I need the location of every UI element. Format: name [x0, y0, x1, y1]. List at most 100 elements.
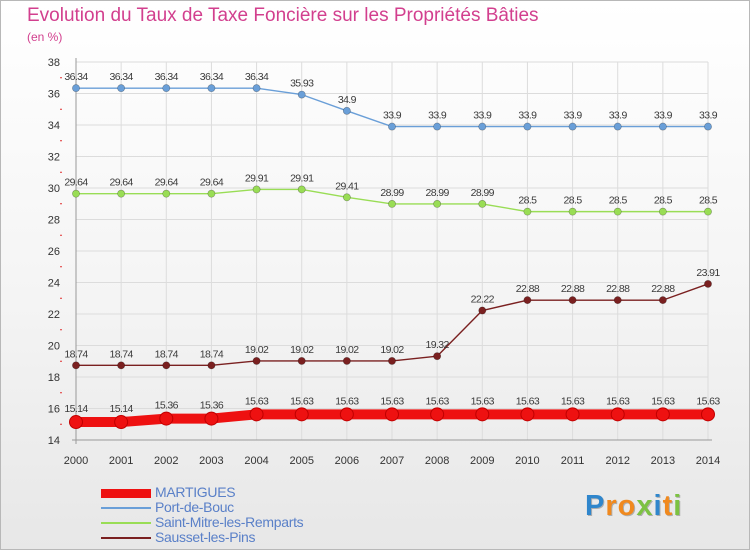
data-label: 29.64: [200, 177, 224, 189]
data-label: 22.88: [516, 283, 540, 295]
y-tick-label: 22: [48, 309, 60, 321]
x-tick-label: 2011: [561, 455, 585, 467]
data-label: 19.02: [380, 344, 404, 356]
x-tick-label: 2010: [515, 455, 539, 467]
data-label: 34.9: [338, 94, 357, 106]
data-label: 15.63: [426, 395, 450, 407]
data-label: 28.5: [699, 195, 718, 207]
y-tick-label: 34: [48, 120, 60, 132]
data-label: 18.74: [110, 348, 134, 360]
data-point: [701, 407, 715, 422]
data-label: 29.64: [155, 177, 179, 189]
y-tick-label: 20: [48, 341, 60, 353]
legend-swatch: [101, 537, 151, 539]
data-point: [523, 207, 532, 216]
x-tick-label: 2005: [289, 455, 313, 467]
data-point: [568, 296, 577, 305]
data-label: 19.02: [335, 344, 359, 356]
data-label: 18.74: [155, 348, 179, 360]
data-point: [162, 84, 171, 93]
data-labels: 36.34 36.34 36.34 36.34 36.34 35.93 34.9 33.9 33…: [64, 71, 721, 415]
x-tick-label: 2006: [335, 455, 359, 467]
data-label: 18.74: [200, 348, 224, 360]
data-label: 22.88: [651, 283, 675, 295]
y-tick-label: 18: [48, 372, 60, 384]
data-point: [433, 122, 442, 131]
data-label: 33.9: [654, 110, 673, 122]
data-label: 15.63: [696, 395, 720, 407]
data-point: [297, 90, 306, 99]
data-point: [207, 189, 216, 198]
logo-letter: o: [617, 490, 637, 522]
legend-item: Port-de-Bouc: [101, 499, 421, 515]
data-point: [72, 361, 80, 370]
logo-letter: i: [673, 490, 683, 522]
data-point: [565, 407, 580, 422]
data-label: 19.32: [426, 339, 450, 351]
y-tick-label: 26: [48, 246, 60, 258]
data-point: [704, 122, 712, 131]
x-tick-label: 2004: [244, 455, 268, 467]
data-point: [613, 207, 622, 216]
data-point: [568, 122, 577, 131]
data-label: 15.14: [110, 403, 134, 415]
data-point: [478, 122, 487, 131]
data-point: [162, 361, 171, 370]
data-label: 28.5: [518, 195, 537, 207]
data-label: 28.5: [564, 195, 583, 207]
x-tick-label: 2002: [154, 455, 178, 467]
y-tick-label: 32: [48, 152, 60, 164]
data-label: 22.88: [561, 283, 585, 295]
y-tick-label: 16: [48, 404, 60, 416]
data-label: 33.9: [564, 110, 583, 122]
logo-letter: x: [636, 490, 654, 522]
axes: 14 16 18 20 22 24 26 28 30 32 34 36 38 2000 2001 2002 20…: [48, 57, 720, 467]
data-point: [117, 189, 126, 198]
logo-letter: i: [653, 490, 663, 522]
data-label: 15.63: [380, 395, 404, 407]
data-label: 15.63: [561, 395, 585, 407]
x-tick-label: 2013: [651, 455, 675, 467]
data-label: 28.99: [426, 187, 450, 199]
data-point: [520, 407, 535, 422]
data-label: 23.91: [696, 267, 720, 279]
data-label: 35.93: [290, 78, 314, 90]
data-point: [72, 84, 80, 93]
data-point: [69, 415, 83, 430]
data-point: [704, 207, 712, 216]
legend-item: Saint-Mitre-les-Remparts: [101, 514, 421, 530]
legend-label: Sausset-les-Pins: [155, 529, 256, 545]
x-tick-label: 2012: [605, 455, 629, 467]
data-label: 33.9: [473, 110, 492, 122]
data-point: [430, 407, 445, 422]
data-point: [655, 407, 670, 422]
data-label: 15.63: [245, 395, 269, 407]
data-point: [207, 84, 216, 93]
logo-letter: P: [585, 490, 606, 522]
data-label: 36.34: [110, 71, 134, 83]
data-label: 36.34: [64, 71, 88, 83]
data-label: 19.02: [245, 344, 269, 356]
data-point: [523, 122, 532, 131]
data-point: [159, 411, 174, 426]
data-point: [72, 189, 80, 198]
data-label: 19.02: [290, 344, 314, 356]
data-label: 36.34: [200, 71, 224, 83]
data-label: 22.88: [606, 283, 630, 295]
x-tick-label: 2000: [64, 455, 88, 467]
data-label: 15.63: [516, 395, 540, 407]
legend: MARTIGUES Port-de-Bouc Saint-Mitre-les-Rem…: [101, 484, 421, 545]
data-point: [339, 407, 354, 422]
data-point: [475, 407, 490, 422]
data-point: [297, 357, 306, 365]
legend-label: MARTIGUES: [155, 484, 236, 500]
data-point: [117, 361, 126, 370]
series-layer: [69, 84, 715, 430]
x-tick-label: 2003: [199, 455, 223, 467]
data-point: [613, 122, 622, 131]
data-label: 28.5: [609, 195, 628, 207]
data-point: [297, 185, 306, 194]
data-label: 33.9: [518, 110, 537, 122]
data-point: [478, 306, 487, 315]
